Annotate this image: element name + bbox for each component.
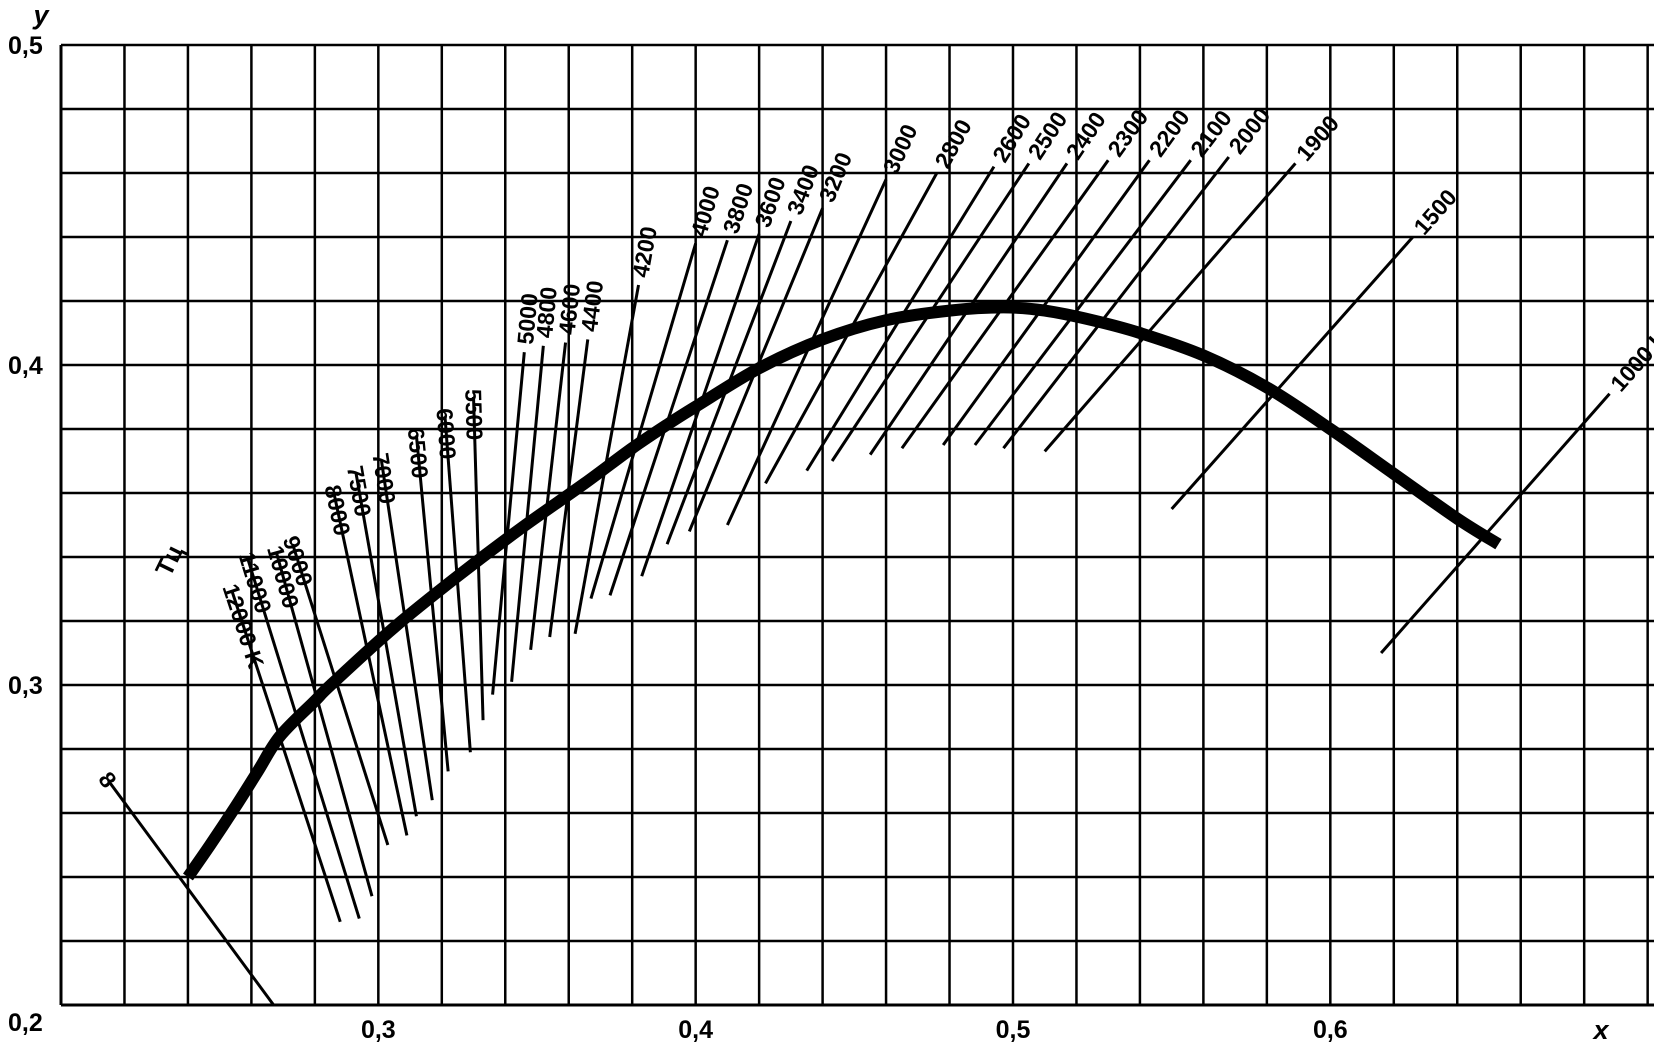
x-axis-label: x xyxy=(1591,1015,1609,1045)
grid-lines xyxy=(59,43,1654,1007)
tc-label: Tц xyxy=(150,540,189,580)
isotemperature-label: 4000 xyxy=(685,183,724,239)
x-tick-label: 0,6 xyxy=(1313,1016,1348,1044)
isotemperature-line xyxy=(246,559,361,920)
isotemperature-label: 6000 xyxy=(431,407,461,460)
isotemperature-label: 5500 xyxy=(460,389,487,441)
axis-tick-labels: 0,3 0,4 0,5 0,6 0,3 0,4 0,5 xyxy=(8,32,1348,1044)
isotemperature-label: 4400 xyxy=(576,279,608,333)
x-tick-label: 0,3 xyxy=(361,1016,396,1044)
planckian-locus xyxy=(183,301,1502,881)
isotemperature-line xyxy=(291,543,390,846)
isotemperature-line xyxy=(443,416,472,753)
isotemperature-line xyxy=(491,352,526,695)
isotemperature-line xyxy=(589,242,698,600)
isotemperature-line xyxy=(230,591,342,923)
isotemperature-line xyxy=(380,460,434,801)
x-tick-label: 0,5 xyxy=(996,1016,1031,1044)
y-tick-label: 0,4 xyxy=(8,352,43,380)
isotemperature-line xyxy=(332,492,409,836)
isotemperature-label: 6500 xyxy=(403,426,434,479)
isotemperature-line xyxy=(973,159,1192,446)
isotemperature-line xyxy=(573,284,641,635)
isotemperature-label: 2500 xyxy=(1022,107,1072,164)
isotemperature-line xyxy=(529,342,568,650)
isotemperature-label: 2300 xyxy=(1102,105,1153,162)
isotemperature-line xyxy=(510,345,545,682)
isotemperature-line xyxy=(1170,236,1414,510)
isotemperature-label: 3800 xyxy=(718,180,759,237)
isotemperature-label: 1500 xyxy=(1408,184,1461,240)
origin-label: 0,2 xyxy=(8,1009,43,1037)
isotemperature-label: 3000 xyxy=(878,120,923,177)
y-tick-label: 0,5 xyxy=(8,32,43,60)
isotemperature-line xyxy=(941,159,1151,446)
isotemperature-label: 2600 xyxy=(987,109,1036,166)
isotemperature-line xyxy=(1043,162,1297,453)
y-axis-label: y xyxy=(31,0,50,30)
isotemperature-label: 5000 xyxy=(512,292,543,345)
planckian-locus-curve xyxy=(183,301,1502,881)
isotemperature-label: 2800 xyxy=(929,115,976,172)
isotemperature-label: 2200 xyxy=(1144,105,1195,162)
x-tick-label: 0,4 xyxy=(678,1016,713,1044)
isotemperature-label: 2100 xyxy=(1185,105,1237,161)
isotemperature-label: 4600 xyxy=(554,282,586,336)
isotemperature-line xyxy=(354,473,418,817)
isotemperature-line xyxy=(275,553,374,897)
isotemperature-label: 1900 xyxy=(1291,110,1344,166)
isotemperature-label: 8 xyxy=(93,767,122,793)
isotemperature-label: 2400 xyxy=(1061,107,1111,164)
y-tick-label: 0,3 xyxy=(8,672,43,700)
isotemperature-line xyxy=(107,780,275,1006)
isotemperature-line xyxy=(1379,392,1611,654)
isotemperature-label: 4800 xyxy=(531,286,562,339)
isotemperature-line xyxy=(1002,156,1230,450)
